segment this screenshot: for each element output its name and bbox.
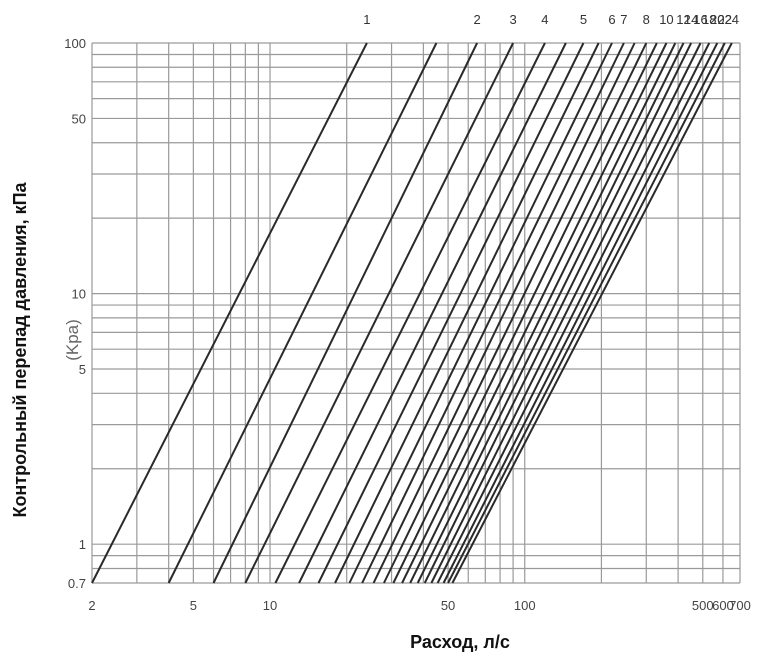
series-line xyxy=(372,42,636,584)
x-tick-label: 5 xyxy=(190,598,197,613)
series-label: 22 xyxy=(718,12,732,27)
series-label: 10 xyxy=(659,12,673,27)
series-line xyxy=(416,42,685,584)
series-label: 5 xyxy=(580,12,587,27)
series-label: 7 xyxy=(620,12,627,27)
series-label: 24 xyxy=(725,12,739,27)
y-tick-label: 1 xyxy=(79,537,86,552)
series-label: 3 xyxy=(509,12,516,27)
series-line xyxy=(361,42,625,584)
series-line xyxy=(334,42,600,584)
y-tick-label: 10 xyxy=(72,287,86,302)
series-line xyxy=(348,42,613,584)
x-tick-label: 10 xyxy=(263,598,277,613)
x-tick-label: 2 xyxy=(88,598,95,613)
series-line xyxy=(298,42,567,584)
series-label: 18 xyxy=(702,12,716,27)
series-label: 6 xyxy=(608,12,615,27)
series-line xyxy=(451,42,733,584)
y-tick-labels: 0.7 1 5 10 50 100 xyxy=(64,36,86,591)
series-line xyxy=(409,42,677,584)
x-tick-label: 50 xyxy=(441,598,455,613)
series-label: 8 xyxy=(643,12,650,27)
series-line xyxy=(401,42,668,584)
series-line xyxy=(392,42,658,584)
series-line xyxy=(317,42,585,584)
series-label: 4 xyxy=(541,12,548,27)
series-line xyxy=(167,42,438,584)
series-line xyxy=(91,42,368,584)
series-line xyxy=(430,42,702,584)
series-line xyxy=(442,42,719,584)
x-tick-label: 100 xyxy=(514,598,536,613)
series-label: 1 xyxy=(363,12,370,27)
series-line xyxy=(423,42,693,584)
series-line xyxy=(383,42,648,584)
y-gridlines xyxy=(92,42,740,584)
series-line xyxy=(212,42,478,584)
series-label: 12 xyxy=(676,12,690,27)
series-line xyxy=(274,42,546,584)
series-label: 14 xyxy=(684,12,698,27)
x-tick-label: 500 xyxy=(692,598,714,613)
series-line xyxy=(244,42,514,584)
series-line xyxy=(436,42,711,584)
y-axis-title: Контрольный перепад давления, кПа xyxy=(10,181,30,517)
series-label: 20 xyxy=(710,12,724,27)
y-axis-unit-label: (Kpa) xyxy=(63,319,82,361)
x-tick-label: 600 xyxy=(712,598,734,613)
series-label: 2 xyxy=(473,12,480,27)
x-tick-label: 700 xyxy=(729,598,751,613)
series-line xyxy=(447,42,726,584)
series-label: 16 xyxy=(693,12,707,27)
y-tick-label: 5 xyxy=(79,362,86,377)
y-tick-label: 0.7 xyxy=(68,576,86,591)
x-axis-title: Расход, л/с xyxy=(410,632,510,652)
y-tick-label: 50 xyxy=(72,111,86,126)
series-lines xyxy=(91,42,733,584)
y-tick-label: 100 xyxy=(64,36,86,51)
